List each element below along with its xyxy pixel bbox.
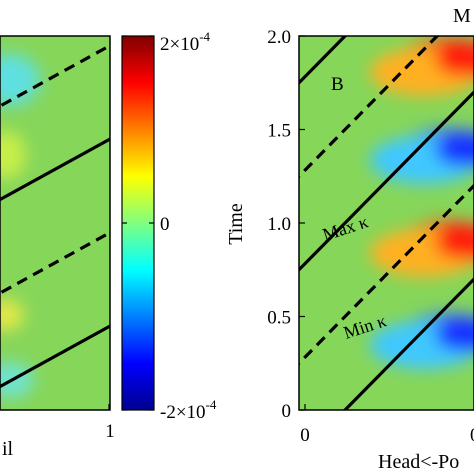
left-cool-blob: [0, 54, 40, 106]
max-kappa-line: [299, 89, 474, 273]
right-panel-title: M: [453, 5, 471, 27]
left-x-axis-label: il: [2, 438, 14, 460]
left-solid-line: [0, 0, 140, 29]
left-warm-blob: [0, 131, 26, 179]
y-tick-label: 1.5: [267, 121, 291, 142]
left-solid-line: [0, 137, 110, 202]
max-kappa-line: [299, 36, 348, 86]
left-axes-frame: [0, 35, 111, 411]
left-x-tick-label: 1: [105, 421, 115, 442]
right-heatmap-panel: 00.51.01.52.0 B Max κ Min κ M Time 0 0 H…: [225, 5, 474, 473]
max-kappa-line: [342, 276, 474, 410]
colorbar-ticks: [122, 35, 154, 411]
right-contour-lines: [299, 36, 474, 410]
left-dashed-line: [0, 230, 110, 295]
right-cold-core: [435, 319, 474, 351]
right-cold-core: [435, 134, 474, 166]
left-contour-lines: [0, 0, 140, 389]
y-tick-label: 0.5: [267, 308, 291, 329]
y-tick-label: 0: [282, 401, 292, 422]
min-kappa-line: [299, 183, 474, 366]
left-solid-line: [0, 324, 110, 389]
colorbar-gradient: [122, 36, 154, 410]
left-dashed-line: [0, 43, 110, 108]
y-tick-label: 1.0: [267, 214, 291, 235]
annotation-b: B: [331, 74, 344, 95]
min-kappa-line: [299, 36, 440, 179]
right-hot-core: [435, 44, 474, 76]
right-x-tick-label-0: 0: [300, 425, 310, 446]
colorbar-tick-label-zero: 0: [160, 214, 170, 235]
left-heatmap-panel: 1 il: [0, 0, 140, 460]
left-warm-blob: [0, 299, 24, 331]
right-hot-core: [435, 227, 474, 259]
right-y-axis-label: Time: [225, 203, 247, 245]
y-tick-label: 2.0: [267, 27, 291, 48]
colorbar-tick-label-top: 2×10-4: [160, 29, 211, 55]
right-x-tick-label-1: 0: [470, 425, 474, 446]
right-x-axis-label: Head<-Po: [378, 451, 459, 473]
colorbar: 2×10-4 0 -2×10-4: [121, 29, 217, 423]
colorbar-tick-label-bottom: -2×10-4: [160, 397, 217, 423]
right-y-ticks: 0 0.5 1.0 1.5 2.0: [267, 27, 305, 422]
